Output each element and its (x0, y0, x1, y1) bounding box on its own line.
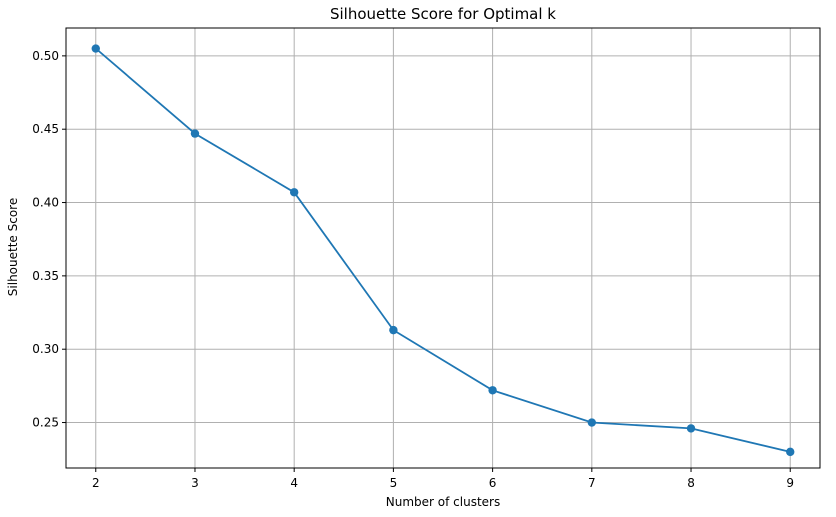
y-tick-label: 0.25 (32, 416, 59, 430)
y-tick-label: 0.50 (32, 49, 59, 63)
series-line (95, 47, 791, 453)
data-point (289, 188, 299, 197)
y-axis-label: Silhouette Score (6, 198, 20, 296)
data-point (786, 447, 795, 457)
x-tick-label: 4 (290, 476, 298, 490)
x-tick-label: 7 (588, 476, 596, 490)
x-axis-label: Number of clusters (386, 495, 500, 509)
y-tick-label: 0.40 (32, 196, 59, 210)
data-point (587, 418, 597, 427)
axis-ticks: 2 3 4 5 6 7 8 9 0.25 0.30 0.35 0.40 0.45 0.50 (32, 49, 794, 490)
grid-lines (66, 28, 820, 468)
x-tick-label: 3 (191, 476, 199, 490)
x-tick-label: 5 (390, 476, 398, 490)
data-point (91, 44, 100, 53)
x-tick-label: 6 (489, 476, 497, 490)
x-tick-label: 9 (786, 476, 794, 490)
y-tick-label: 0.45 (32, 122, 59, 136)
data-series (91, 44, 795, 457)
chart-title: Silhouette Score for Optimal k (330, 5, 556, 23)
data-point (686, 424, 696, 433)
y-tick-label: 0.30 (32, 342, 59, 356)
data-point (190, 129, 200, 138)
plot-frame (65, 27, 821, 469)
data-point (389, 325, 398, 335)
x-tick-label: 8 (687, 476, 695, 490)
y-tick-label: 0.35 (32, 269, 59, 283)
x-tick-label: 2 (92, 476, 100, 490)
data-point (488, 386, 497, 395)
